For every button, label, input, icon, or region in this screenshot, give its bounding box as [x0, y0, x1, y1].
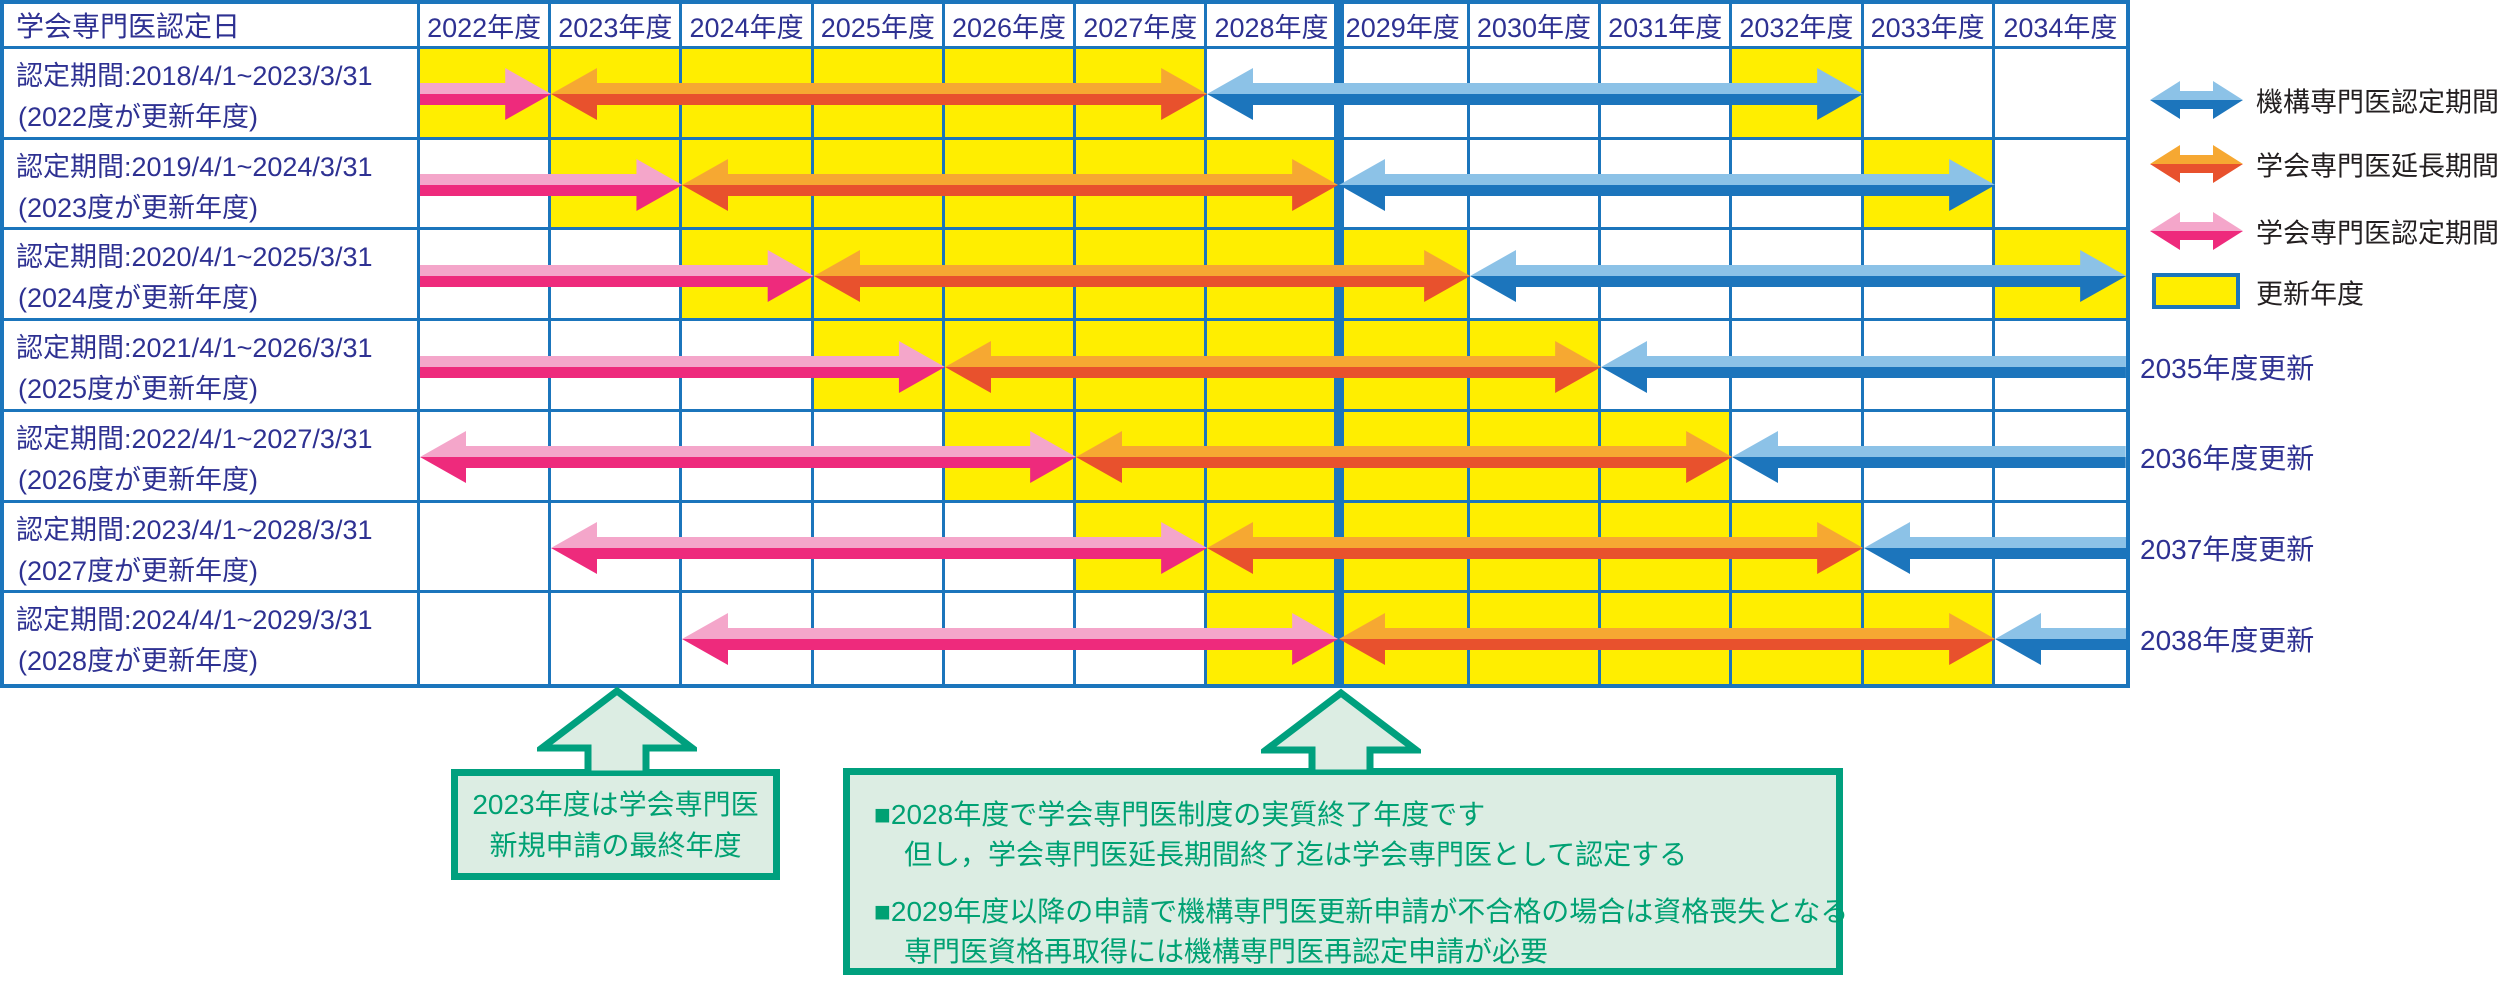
org_cert-arrow — [1338, 159, 1995, 212]
row-label-line: 認定期間:2019/4/1~2024/3/31 — [16, 151, 373, 182]
year-header-2023: 2023年度 — [551, 4, 683, 49]
row-label: 認定期間:2019/4/1~2024/3/31 (2023度が更新年度) — [4, 139, 420, 231]
row-label: 認定期間:2018/4/1~2023/3/31 (2022度が更新年度) — [4, 49, 420, 140]
year-header-2025: 2025年度 — [813, 4, 945, 49]
legend-label-society-ext: 学会専門医延長期間 — [2256, 151, 2499, 182]
certification-timeline-table: 学会専門医認定日 2022年度 2023年度 2024年度 2025年度 2026年度 2… — [0, 0, 2130, 688]
society_ext-arrow — [1338, 612, 1995, 665]
society_ext-arrow — [1076, 431, 1733, 484]
chart-cell — [551, 593, 683, 684]
row-label-line: 認定期間:2021/4/1~2026/3/31 — [16, 333, 373, 364]
legend-label-update-year: 更新年度 — [2256, 279, 2364, 310]
year-header-2030: 2030年度 — [1469, 4, 1602, 49]
row-label-line: (2022度が更新年度) — [18, 102, 259, 132]
org_cert-arrow — [1994, 612, 2126, 665]
callout2-up-arrow — [1261, 688, 1421, 773]
chart-cell — [420, 593, 552, 684]
society_cert-arrow — [551, 521, 1208, 574]
year-header-2034: 2034年度 — [1994, 4, 2126, 49]
society_cert-arrow — [682, 612, 1339, 665]
row-label-line: (2024度が更新年度) — [18, 283, 259, 314]
year-header-2027: 2027年度 — [1076, 4, 1208, 49]
future-update-label: 2037年度更新 — [2140, 533, 2315, 565]
callout-line: 専門医資格再取得には機構専門医再認定申請が必要 — [904, 936, 1549, 967]
future-update-label: 2035年度更新 — [2140, 352, 2315, 384]
row-label-line: 認定期間:2024/4/1~2029/3/31 — [16, 605, 373, 636]
year-header-2026: 2026年度 — [944, 4, 1077, 49]
callout-line: 但し，学会専門医延長期間終了迄は学会専門医として認定する — [904, 839, 1688, 870]
future-update-label: 2038年度更新 — [2140, 624, 2315, 656]
callout-line: 2023年度は学会専門医 — [472, 788, 759, 820]
row-label-line: (2028度が更新年度) — [18, 646, 259, 677]
callout-last-new-application: 2023年度は学会専門医 新規申請の最終年度 — [451, 769, 780, 880]
society_cert-arrow — [420, 68, 552, 121]
future-update-label: 2036年度更新 — [2140, 443, 2315, 475]
org_cert-arrow — [1207, 68, 1864, 121]
heavy-year-divider — [1333, 4, 1344, 684]
org_cert-arrow — [1601, 340, 2126, 393]
society_ext-arrow — [551, 68, 1208, 121]
society_cert-arrow — [420, 249, 814, 302]
year-header-2022: 2022年度 — [420, 4, 552, 49]
row-label: 認定期間:2020/4/1~2025/3/31 (2024度が更新年度) — [4, 230, 420, 322]
row-label-line: 認定期間:2022/4/1~2027/3/31 — [16, 423, 373, 454]
callout1-up-arrow — [537, 686, 697, 774]
chart-cell — [1994, 49, 2126, 140]
legend-label-org-cert: 機構専門医認定期間 — [2256, 87, 2499, 118]
year-header-2033: 2033年度 — [1863, 4, 1995, 49]
society_ext-arrow — [682, 159, 1339, 212]
row-label-line: 認定期間:2020/4/1~2025/3/31 — [16, 242, 373, 273]
society_ext-arrow — [1207, 521, 1864, 574]
org_cert-arrow — [1863, 521, 2126, 574]
year-header-2024: 2024年度 — [682, 4, 814, 49]
legend-org_cert-arrow — [2150, 81, 2243, 119]
legend-label-society-cert: 学会専門医認定期間 — [2256, 218, 2499, 249]
chart-cell — [1863, 49, 1995, 140]
callout-line: 新規申請の最終年度 — [489, 829, 742, 861]
row-label: 認定期間:2022/4/1~2027/3/31 (2026度が更新年度) — [4, 411, 420, 503]
callout-line: ■2028年度で学会専門医制度の実質終了年度です — [874, 799, 1486, 830]
year-header-2032: 2032年度 — [1732, 4, 1864, 49]
year-header-2031: 2031年度 — [1601, 4, 1733, 49]
row-label-line: (2027度が更新年度) — [18, 555, 259, 586]
legend-society_cert-arrow — [2150, 212, 2243, 250]
society_cert-arrow — [420, 159, 683, 212]
society_ext-arrow — [813, 249, 1470, 302]
callout-system-end-notes: ■2028年度で学会専門医制度の実質終了年度です 但し，学会専門医延長期間終了迄… — [843, 768, 1849, 975]
year-header-2029: 2029年度 — [1338, 4, 1470, 49]
legend-society_ext-arrow — [2150, 145, 2243, 183]
callout-line: ■2029年度以降の申請で機構専門医更新申請が不合格の場合は資格喪失となる — [874, 896, 1849, 927]
row-label-line: 認定期間:2023/4/1~2028/3/31 — [16, 514, 373, 545]
chart-cell — [1994, 139, 2126, 231]
society_cert-arrow — [420, 431, 1077, 484]
society_ext-arrow — [944, 340, 1602, 393]
row-label: 認定期間:2023/4/1~2028/3/31 (2027度が更新年度) — [4, 502, 420, 594]
row-label-line: (2025度が更新年度) — [18, 374, 259, 405]
row-label: 認定期間:2021/4/1~2026/3/31 (2025度が更新年度) — [4, 321, 420, 412]
row-label-line: 認定期間:2018/4/1~2023/3/31 — [16, 61, 373, 91]
row-label: 認定期間:2024/4/1~2029/3/31 (2028度が更新年度) — [4, 593, 420, 684]
org_cert-arrow — [1732, 431, 2126, 484]
corner-header: 学会専門医認定日 — [4, 4, 420, 49]
update-year-swatch — [2152, 273, 2240, 309]
chart-cell — [420, 502, 552, 594]
row-label-line: (2023度が更新年度) — [18, 192, 259, 223]
society_cert-arrow — [420, 340, 945, 393]
year-header-2028: 2028年度 — [1207, 4, 1339, 49]
row-label-line: (2026度が更新年度) — [18, 464, 259, 495]
org_cert-arrow — [1469, 249, 2126, 302]
